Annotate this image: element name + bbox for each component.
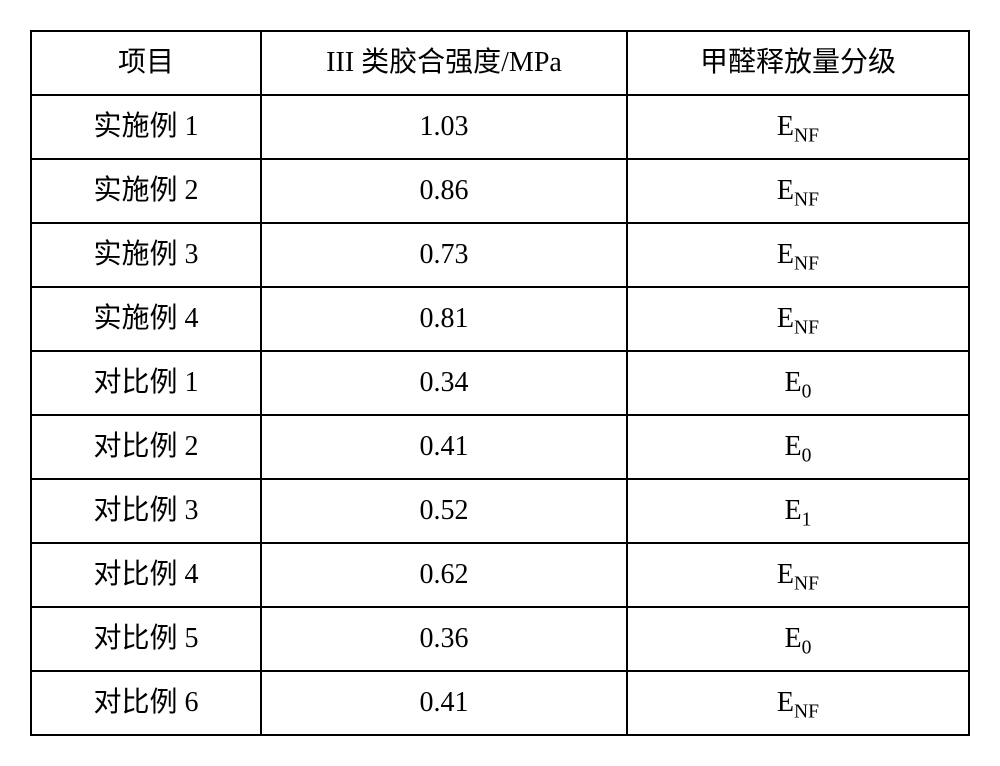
- cell-grade: ENF: [627, 159, 969, 223]
- table-row: 对比例 6 0.41 ENF: [31, 671, 969, 735]
- cell-grade: E0: [627, 607, 969, 671]
- cell-grade: ENF: [627, 671, 969, 735]
- cell-grade: ENF: [627, 543, 969, 607]
- cell-item: 对比例 1: [31, 351, 261, 415]
- cell-mpa: 0.62: [261, 543, 627, 607]
- cell-grade: E0: [627, 415, 969, 479]
- grade-sub: 1: [802, 510, 812, 531]
- cell-item: 对比例 3: [31, 479, 261, 543]
- cell-grade: ENF: [627, 223, 969, 287]
- grade-sub: NF: [794, 254, 819, 275]
- table-body: 实施例 1 1.03 ENF 实施例 2 0.86 ENF 实施例 3 0.73…: [31, 95, 969, 735]
- cell-mpa: 0.73: [261, 223, 627, 287]
- table-header-row: 项目 III 类胶合强度/MPa 甲醛释放量分级: [31, 31, 969, 95]
- grade-base: E: [777, 559, 794, 590]
- cell-grade: ENF: [627, 287, 969, 351]
- grade-sub: 0: [802, 446, 812, 467]
- cell-grade: E0: [627, 351, 969, 415]
- table-row: 实施例 1 1.03 ENF: [31, 95, 969, 159]
- grade-sub: NF: [794, 126, 819, 147]
- cell-item: 实施例 4: [31, 287, 261, 351]
- cell-grade: E1: [627, 479, 969, 543]
- grade-sub: 0: [802, 638, 812, 659]
- data-table: 项目 III 类胶合强度/MPa 甲醛释放量分级 实施例 1 1.03 ENF …: [30, 30, 970, 736]
- table-row: 对比例 4 0.62 ENF: [31, 543, 969, 607]
- grade-base: E: [777, 175, 794, 206]
- grade-base: E: [785, 367, 802, 398]
- cell-mpa: 0.41: [261, 671, 627, 735]
- cell-item: 实施例 2: [31, 159, 261, 223]
- cell-mpa: 0.41: [261, 415, 627, 479]
- cell-mpa: 0.81: [261, 287, 627, 351]
- grade-sub: NF: [794, 190, 819, 211]
- grade-base: E: [777, 303, 794, 334]
- grade-sub: NF: [794, 574, 819, 595]
- cell-grade: ENF: [627, 95, 969, 159]
- table-row: 对比例 3 0.52 E1: [31, 479, 969, 543]
- table-row: 实施例 2 0.86 ENF: [31, 159, 969, 223]
- grade-sub: 0: [802, 382, 812, 403]
- cell-mpa: 0.36: [261, 607, 627, 671]
- cell-mpa: 0.52: [261, 479, 627, 543]
- grade-base: E: [785, 623, 802, 654]
- cell-item: 实施例 3: [31, 223, 261, 287]
- table-row: 对比例 2 0.41 E0: [31, 415, 969, 479]
- table-row: 对比例 1 0.34 E0: [31, 351, 969, 415]
- table-row: 对比例 5 0.36 E0: [31, 607, 969, 671]
- cell-mpa: 0.34: [261, 351, 627, 415]
- grade-base: E: [777, 239, 794, 270]
- grade-sub: NF: [794, 318, 819, 339]
- table-row: 实施例 4 0.81 ENF: [31, 287, 969, 351]
- cell-item: 对比例 2: [31, 415, 261, 479]
- grade-base: E: [785, 431, 802, 462]
- cell-item: 对比例 5: [31, 607, 261, 671]
- grade-base: E: [785, 495, 802, 526]
- grade-sub: NF: [794, 702, 819, 723]
- col-header-mpa: III 类胶合强度/MPa: [261, 31, 627, 95]
- cell-item: 对比例 4: [31, 543, 261, 607]
- grade-base: E: [777, 687, 794, 718]
- cell-mpa: 1.03: [261, 95, 627, 159]
- cell-item: 实施例 1: [31, 95, 261, 159]
- table-row: 实施例 3 0.73 ENF: [31, 223, 969, 287]
- grade-base: E: [777, 111, 794, 142]
- table-container: 项目 III 类胶合强度/MPa 甲醛释放量分级 实施例 1 1.03 ENF …: [0, 0, 1000, 766]
- col-header-grade: 甲醛释放量分级: [627, 31, 969, 95]
- cell-mpa: 0.86: [261, 159, 627, 223]
- col-header-item: 项目: [31, 31, 261, 95]
- cell-item: 对比例 6: [31, 671, 261, 735]
